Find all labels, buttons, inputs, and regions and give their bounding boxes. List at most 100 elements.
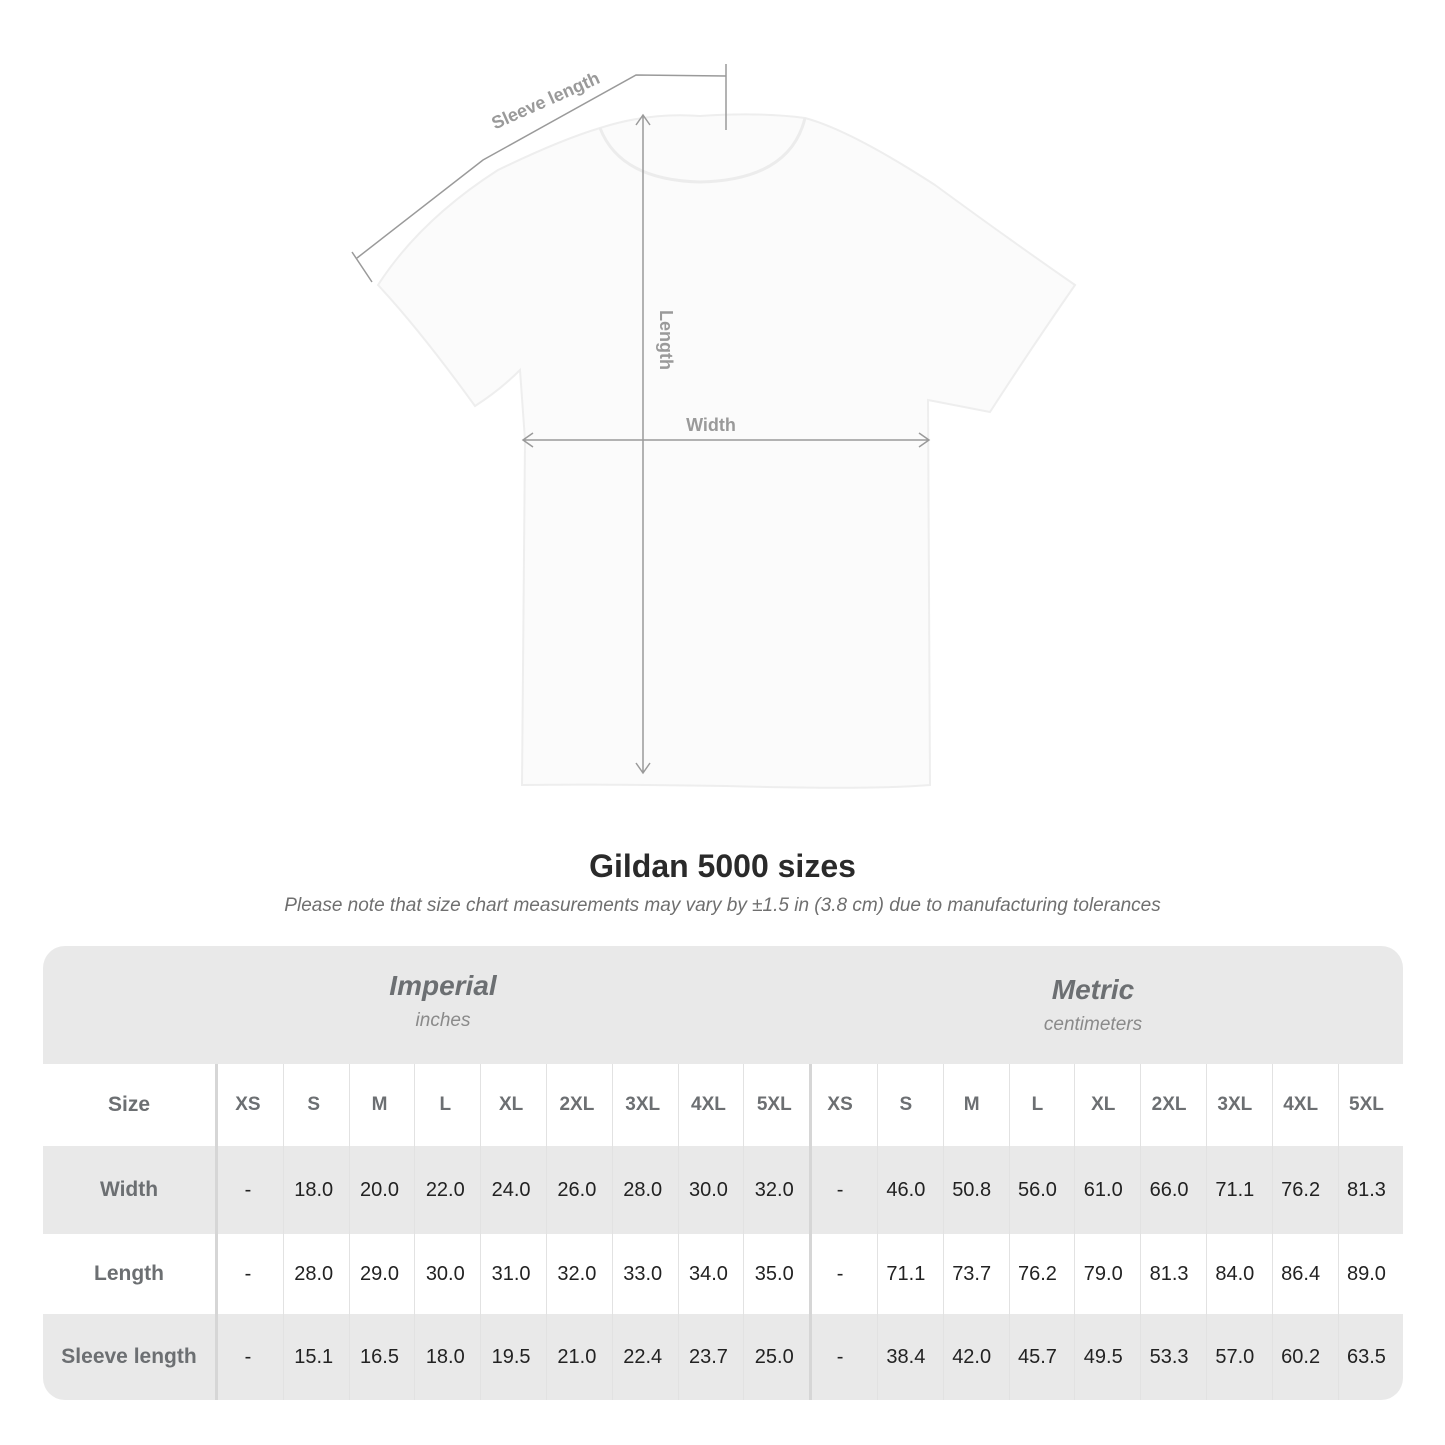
metric-value-cell: -: [836, 1262, 844, 1285]
size-header-row: Size XS S M L XL 2XL 3XL 4XL 5XL XS S M L XL 2XL 3XL 4XL 5…: [43, 1064, 1403, 1146]
imperial-unit: inches: [415, 1010, 471, 1031]
tshirt-collar: [598, 117, 807, 184]
size-header-cell: S: [307, 1094, 321, 1115]
size-header-cell: XS: [235, 1094, 261, 1115]
column-divider: [677, 1064, 679, 1400]
metric-value-cell: 49.5: [1083, 1345, 1123, 1368]
column-divider: [282, 1064, 284, 1400]
metric-value-cell: 61.0: [1083, 1178, 1123, 1201]
imperial-value-cell: 32.0: [557, 1262, 597, 1285]
column-divider: [877, 1064, 878, 1400]
size-label: Size: [107, 1093, 151, 1116]
column-divider: [743, 1064, 745, 1400]
metric-value-cell: 76.2: [1017, 1262, 1057, 1285]
metric-value-cell: 50.8: [952, 1178, 992, 1201]
section-divider: [809, 1064, 812, 1400]
metric-value-cell: 53.3: [1149, 1345, 1189, 1368]
imperial-value-cell: 26.0: [557, 1178, 597, 1201]
metric-unit: centimeters: [1043, 1014, 1143, 1035]
imperial-value-cell: 24.0: [491, 1178, 531, 1201]
metric-value-cell: -: [836, 1178, 844, 1201]
metric-value-cell: 56.0: [1017, 1178, 1057, 1201]
size-table: Imperial inches Metric centimeters Size X…: [43, 946, 1403, 1400]
imperial-value-cell: 34.0: [689, 1262, 728, 1285]
table-row: Length - 28.0 29.0 30.0 31.0 32.0 33.0 34.0 35.0 -…: [43, 1234, 1403, 1314]
imperial-value-cell: 28.0: [294, 1262, 334, 1285]
width-measure-line: [521, 432, 931, 448]
imperial-value-cell: 30.0: [689, 1178, 728, 1201]
imperial-value-cell: 18.0: [294, 1178, 334, 1201]
metric-value-cell: 84.0: [1215, 1262, 1255, 1285]
metric-value-cell: 63.5: [1346, 1345, 1386, 1368]
column-divider: [546, 1064, 547, 1400]
row-label: Sleeve length: [61, 1345, 197, 1368]
row-label: Width: [99, 1178, 159, 1201]
length-measure-line: [635, 113, 651, 775]
imperial-value-cell: 15.1: [294, 1345, 334, 1368]
imperial-header: Imperial inches: [293, 970, 593, 1032]
tshirt-shape: [376, 113, 1077, 789]
imperial-value-cell: 33.0: [623, 1262, 663, 1285]
metric-value-cell: -: [836, 1345, 844, 1368]
metric-value-cell: 81.3: [1149, 1262, 1189, 1285]
chart-title: Gildan 5000 sizes: [589, 848, 856, 884]
size-header-cell: 4XL: [691, 1094, 726, 1115]
imperial-value-cell: 21.0: [557, 1345, 597, 1368]
column-divider: [1206, 1064, 1207, 1400]
imperial-value-cell: 30.0: [425, 1262, 465, 1285]
size-header-cell: M: [963, 1094, 980, 1115]
column-divider: [611, 1064, 613, 1400]
size-header-cell: 3XL: [625, 1094, 661, 1115]
metric-value-cell: 71.1: [1215, 1178, 1255, 1201]
size-header-cell: 5XL: [1349, 1094, 1384, 1115]
size-header-cell: XS: [827, 1094, 853, 1115]
metric-value-cell: 38.4: [886, 1345, 926, 1368]
column-divider: [1271, 1064, 1273, 1400]
table-row: Sleeve length - 15.1 16.5 18.0 19.5 21.0 22.4 23…: [43, 1314, 1403, 1400]
imperial-value-cell: 23.7: [689, 1345, 728, 1368]
length-label: Length: [656, 310, 676, 370]
metric-value-cell: 81.3: [1346, 1178, 1386, 1201]
column-divider: [414, 1064, 416, 1400]
size-header-cell: S: [899, 1094, 913, 1115]
width-label: Width: [686, 415, 736, 435]
imperial-value-cell: -: [244, 1345, 252, 1368]
imperial-value-cell: 31.0: [491, 1262, 531, 1285]
metric-value-cell: 79.0: [1083, 1262, 1123, 1285]
chart-subtitle: Please note that size chart measurements…: [284, 895, 1161, 916]
metric-value-cell: 76.2: [1281, 1178, 1321, 1201]
row-label: Length: [94, 1262, 164, 1285]
imperial-value-cell: -: [244, 1178, 252, 1201]
imperial-value-cell: 32.0: [754, 1178, 794, 1201]
column-divider: [1337, 1064, 1339, 1400]
imperial-value-cell: 29.0: [360, 1262, 399, 1285]
metric-value-cell: 71.1: [886, 1262, 926, 1285]
header-band: [43, 946, 1403, 1064]
column-divider: [348, 1064, 350, 1400]
imperial-title: Imperial: [389, 970, 497, 1001]
sleeve-measure-line: [351, 64, 727, 283]
size-header-cell: L: [439, 1094, 452, 1115]
size-header-cell: 2XL: [559, 1094, 595, 1115]
tshirt-diagram: Sleeve length Length Width: [351, 64, 1077, 789]
imperial-value-cell: 22.4: [623, 1345, 663, 1368]
table-row: Width - 18.0 20.0 22.0 24.0 26.0 28.0 30.0 32.0 - 4…: [43, 1146, 1403, 1234]
metric-value-cell: 57.0: [1215, 1345, 1255, 1368]
size-header-cell: XL: [498, 1094, 524, 1115]
column-divider: [1074, 1064, 1076, 1400]
imperial-value-cell: 19.5: [491, 1345, 531, 1368]
metric-value-cell: 46.0: [886, 1178, 926, 1201]
sleeve-length-label: Sleeve length: [488, 68, 602, 133]
metric-header: Metric centimeters: [943, 974, 1243, 1036]
size-header-cell: M: [371, 1094, 388, 1115]
column-divider: [480, 1064, 482, 1400]
imperial-value-cell: 28.0: [623, 1178, 663, 1201]
row-band: [43, 1314, 1403, 1400]
metric-value-cell: 42.0: [952, 1345, 992, 1368]
size-header-cell: 2XL: [1151, 1094, 1187, 1115]
section-divider: [215, 1064, 218, 1400]
imperial-value-cell: 25.0: [754, 1345, 794, 1368]
imperial-value-cell: 18.0: [425, 1345, 465, 1368]
column-divider: [942, 1064, 944, 1400]
